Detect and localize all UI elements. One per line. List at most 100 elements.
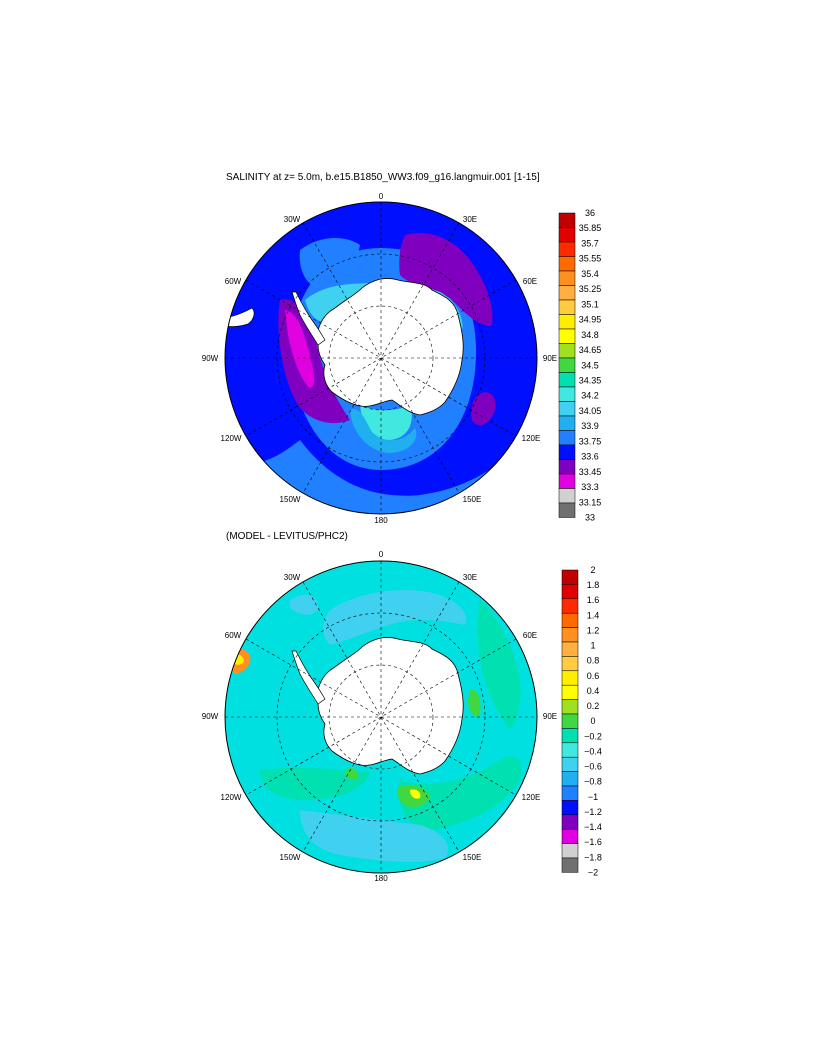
top-colorbar-swatch [558, 488, 576, 504]
lon-label-120w: 120W [221, 793, 242, 802]
bottom-colorbar-label: −1.2 [584, 807, 602, 817]
anomaly-band-0-south [260, 767, 370, 800]
bottom-colorbar-swatch [561, 728, 579, 744]
bottom-colorbar-swatch [561, 828, 579, 844]
bottom-colorbar-swatch [561, 598, 579, 614]
top-colorbar-swatch [558, 343, 576, 359]
top-colorbar-label: 35.4 [581, 269, 599, 279]
salinity-band-33.45-northeast [399, 232, 493, 326]
top-colorbar-label: 34.8 [581, 330, 599, 340]
top-polar-map: 0 30W 30E 60W 60E 90W 90E 120W 120E 150W… [202, 192, 602, 525]
bottom-colorbar-swatch [561, 800, 579, 816]
bottom-map-title: (MODEL - LEVITUS/PHC2) [226, 531, 348, 542]
bottom-colorbar-label: 0.8 [587, 656, 600, 666]
bottom-colorbar-label: −1.4 [584, 822, 602, 832]
lon-label-180: 180 [374, 874, 388, 883]
top-colorbar-label: 35.25 [579, 284, 602, 294]
anomaly-band-0-southeast [399, 756, 522, 830]
top-colorbar-label: 34.05 [579, 406, 602, 416]
bottom-colorbar-label: −0.2 [584, 731, 602, 741]
top-colorbar-swatch [558, 401, 576, 417]
bottom-colorbar-swatch [561, 670, 579, 686]
lon-label-120e: 120E [522, 434, 541, 443]
bottom-colorbar-swatch [561, 569, 579, 585]
lon-label-180: 180 [374, 516, 388, 525]
bottom-colorbar-swatch [561, 612, 579, 628]
top-colorbar-label: 33.6 [581, 452, 599, 462]
bottom-colorbar-label: 2 [590, 565, 595, 575]
bottom-colorbar-label: −1.8 [584, 852, 602, 862]
top-colorbar-swatch [558, 314, 576, 330]
top-colorbar-swatch [558, 285, 576, 301]
graticule [225, 561, 537, 873]
bottom-colorbar-label: 0.2 [587, 701, 600, 711]
top-colorbar-label: 34.35 [579, 375, 602, 385]
bottom-colorbar-label: 0.4 [587, 686, 600, 696]
lon-label-150w: 150W [280, 853, 301, 862]
bottom-colorbar: 2 1.8 1.6 1.4 1.2 1 0.8 0.6 0.4 0.2 0 −0.2 −0.4 −0.6 −… [561, 565, 602, 877]
bottom-colorbar-swatch [561, 641, 579, 657]
bottom-colorbar-label: −1 [588, 792, 598, 802]
top-colorbar-label: 34.95 [579, 315, 602, 325]
salinity-band-33.3-west [285, 310, 315, 388]
top-colorbar-label: 33.3 [581, 482, 599, 492]
lon-label-0: 0 [379, 550, 384, 559]
bottom-colorbar-label: 0 [590, 716, 595, 726]
top-colorbar-swatch [558, 430, 576, 446]
top-colorbar-swatch [558, 256, 576, 272]
top-colorbar-label: 33.15 [579, 497, 602, 507]
graticule [225, 202, 537, 514]
bottom-colorbar-swatch [561, 656, 579, 672]
lon-label-120w: 120W [221, 434, 242, 443]
bottom-polar-map: 0 30W 30E 60W 60E 90W 90E 120W 120E 150W… [202, 550, 602, 883]
antarctic-peninsula [291, 650, 326, 705]
bottom-colorbar-swatch [561, 857, 579, 873]
top-colorbar-swatch [558, 415, 576, 431]
antarctica-landmass [316, 278, 464, 416]
anomaly-band-0.2-east [468, 689, 481, 717]
bottom-colorbar-label: 1.2 [587, 625, 600, 635]
bottom-colorbar-swatch [561, 756, 579, 772]
lon-label-30w: 30W [284, 573, 301, 582]
lon-label-90e: 90E [543, 354, 557, 363]
bottom-colorbar-swatch [561, 699, 579, 715]
lon-label-60e: 60E [523, 277, 537, 286]
anomaly-band-minus0.4-north [323, 590, 467, 645]
antarctica-landmass [316, 637, 464, 775]
salinity-band-33.75-north [299, 238, 360, 290]
map-border [224, 560, 538, 874]
top-colorbar: 36 35.85 35.7 35.55 35.4 35.25 35.1 34.95 34.8 34… [558, 208, 602, 523]
anomaly-band-0.2-west [345, 767, 359, 780]
south-america-tip [225, 307, 255, 327]
bottom-colorbar-swatch [561, 627, 579, 643]
bottom-colorbar-label: −1.6 [584, 837, 602, 847]
salinity-band-33.45-east [471, 392, 496, 426]
top-colorbar-label: 35.1 [581, 299, 599, 309]
top-colorbar-swatch [558, 502, 576, 518]
bottom-lon-labels: 0 30W 30E 60W 60E 90W 90E 120W 120E 150W… [202, 550, 557, 883]
top-colorbar-swatch [558, 372, 576, 388]
top-colorbar-swatch [558, 473, 576, 489]
bottom-colorbar-label: −0.4 [584, 746, 602, 756]
bottom-colorbar-swatch [561, 771, 579, 787]
lon-label-60e: 60E [523, 631, 537, 640]
bottom-colorbar-swatch [561, 843, 579, 859]
top-colorbar-swatch [558, 444, 576, 460]
bottom-colorbar-label: −0.6 [584, 762, 602, 772]
antarctic-peninsula [291, 291, 326, 346]
bottom-colorbar-swatch [561, 713, 579, 729]
bottom-colorbar-label: 1.4 [587, 610, 600, 620]
top-colorbar-label: 36 [585, 208, 595, 218]
top-colorbar-label: 34.2 [581, 391, 599, 401]
top-colorbar-label: 33 [585, 513, 595, 523]
lon-label-150e: 150E [463, 495, 482, 504]
lon-label-0: 0 [379, 192, 384, 201]
top-colorbar-label: 34.65 [579, 345, 602, 355]
top-colorbar-label: 35.7 [581, 238, 599, 248]
lon-label-120e: 120E [522, 793, 541, 802]
coastal-band-34.2-ross [360, 405, 412, 440]
bottom-colorbar-swatch [561, 684, 579, 700]
bottom-colorbar-label: −0.8 [584, 777, 602, 787]
top-colorbar-label: 35.85 [579, 223, 602, 233]
bottom-colorbar-swatch [561, 785, 579, 801]
